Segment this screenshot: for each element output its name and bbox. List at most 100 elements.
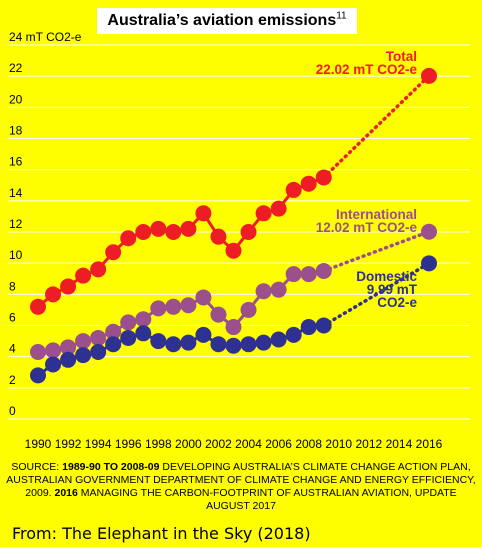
data-point-domestic (120, 329, 137, 346)
data-point-domestic (421, 255, 437, 272)
data-point-total (120, 230, 137, 247)
data-point-total (225, 242, 242, 259)
x-tick-label: 2010 (325, 437, 352, 451)
x-tick-label: 2006 (265, 437, 292, 451)
y-tick-label: 8 (9, 279, 16, 293)
series-projection-total (321, 74, 431, 180)
source-prefix: SOURCE: (11, 461, 63, 473)
data-point-total (135, 224, 152, 240)
data-point-domestic (240, 336, 257, 353)
x-tick-label: 1992 (55, 437, 82, 451)
source-bold-2: 2016 (54, 487, 78, 499)
gridlines (8, 44, 470, 420)
y-tick-label: 2 (9, 373, 16, 387)
x-tick-label: 2014 (386, 437, 413, 451)
data-point-domestic (150, 333, 167, 350)
y-tick-label: 16 (9, 155, 23, 169)
x-tick-label: 1996 (115, 437, 142, 451)
data-point-international (421, 223, 437, 240)
series-points (30, 67, 437, 384)
credit-line: From: The Elephant in the Sky (2018) (12, 524, 311, 543)
series-label-domestic: Domestic (356, 269, 417, 284)
data-point-total (45, 286, 62, 303)
data-point-international (30, 343, 46, 360)
data-point-international (90, 329, 107, 346)
data-point-international (270, 281, 287, 298)
y-tick-label: 20 (9, 92, 23, 106)
data-point-domestic (75, 347, 92, 364)
x-tick-label: 1998 (145, 437, 172, 451)
series-label-total: Total (386, 49, 417, 64)
data-point-international (45, 342, 62, 359)
y-tick-label: 10 (9, 248, 23, 262)
source-text-1: DEVELOPING AUSTRALIA’S CLIMATE CHANGE AC… (6, 461, 476, 499)
data-point-total (180, 220, 197, 237)
series-label-international: 12.02 mT CO2-e (316, 220, 418, 235)
x-tick-label: 2016 (416, 437, 443, 451)
data-point-total (150, 220, 167, 237)
data-point-domestic (180, 334, 197, 351)
data-point-domestic (45, 356, 62, 373)
data-point-total (75, 267, 92, 284)
source-text-2: MANAGING THE CARBON-FOOTPRINT OF AUSTRAL… (77, 487, 457, 512)
source-bold-1: 1989-90 TO 2008-09 (62, 461, 160, 473)
x-tick-label: 1990 (25, 437, 52, 451)
data-point-total (60, 278, 77, 295)
x-tick-label: 2000 (175, 437, 202, 451)
data-point-total (255, 205, 272, 222)
data-point-domestic (135, 325, 152, 342)
data-point-domestic (30, 367, 46, 384)
data-point-domestic (60, 351, 77, 368)
data-point-total (90, 261, 107, 278)
y-tick-label: 0 (9, 404, 16, 418)
chart-title: Australia’s aviation emissions11 (97, 8, 357, 34)
data-point-domestic (225, 337, 242, 354)
data-point-international (300, 266, 317, 283)
x-tick-label: 2002 (205, 437, 232, 451)
y-axis-ticks: 0 2 4 6 8 10 12 14 16 18 20 22 24 mT CO2-e (9, 30, 82, 418)
y-tick-label: 18 (9, 124, 23, 138)
x-axis-ticks: 1990 1992 1994 1996 1998 2000 2002 2004 2006 2008… (25, 437, 443, 451)
data-point-international (255, 283, 272, 300)
data-point-international (135, 311, 152, 328)
y-tick-label: 22 (9, 61, 23, 75)
y-tick-label: 4 (9, 342, 16, 356)
data-point-total (105, 244, 122, 261)
y-tick-label: 6 (9, 311, 16, 325)
chart-title-text: Australia’s aviation emissions (107, 12, 337, 29)
x-tick-label: 2012 (355, 437, 382, 451)
data-point-international (210, 306, 227, 323)
data-point-international (240, 301, 257, 318)
series-projection-domestic (321, 261, 431, 328)
data-point-domestic (300, 319, 317, 336)
y-tick-label: 12 (9, 217, 23, 231)
x-tick-label: 2008 (295, 437, 322, 451)
data-point-domestic (105, 336, 122, 353)
data-point-total (421, 67, 437, 84)
data-point-international (150, 300, 167, 317)
x-tick-label: 2004 (235, 437, 262, 451)
data-point-total (240, 224, 257, 240)
data-point-total (210, 228, 227, 245)
data-point-international (315, 262, 332, 279)
series-projection-international (321, 229, 431, 273)
data-point-total (165, 224, 182, 240)
y-tick-label: 24 mT CO2-e (9, 30, 82, 44)
title-footnote: 11 (336, 10, 347, 22)
data-point-international (195, 289, 212, 306)
data-point-international (120, 314, 137, 331)
data-point-domestic (255, 334, 272, 351)
series-label-domestic: 9.99 mT (367, 282, 418, 297)
data-point-domestic (285, 326, 302, 343)
x-tick-label: 1994 (85, 437, 112, 451)
data-point-total (300, 175, 317, 192)
data-point-total (30, 298, 46, 315)
data-point-domestic (270, 331, 287, 348)
data-point-domestic (195, 326, 212, 343)
data-point-international (225, 319, 242, 336)
data-point-total (285, 181, 302, 198)
data-point-international (180, 297, 197, 314)
data-point-domestic (165, 336, 182, 353)
